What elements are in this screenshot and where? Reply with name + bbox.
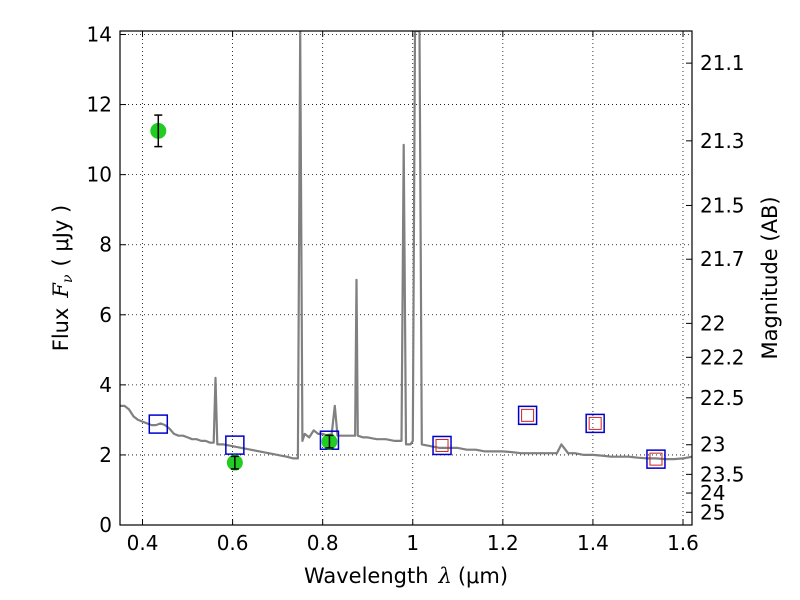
y2-axis-label: Magnitude (AB) bbox=[758, 196, 782, 359]
x-tick-label: 1.4 bbox=[577, 531, 609, 555]
spectrum-line bbox=[120, 31, 692, 461]
y-axis-label: FluxFν( μJy ) bbox=[49, 205, 76, 351]
model-box bbox=[646, 449, 666, 469]
x-tick-label: 1 bbox=[406, 531, 419, 555]
model-layer bbox=[148, 405, 666, 469]
y2-tick-label: 22.2 bbox=[700, 345, 745, 369]
model-box-inner bbox=[649, 452, 663, 466]
y-tick-label: 4 bbox=[99, 373, 112, 397]
x-tick-label: 1.6 bbox=[667, 531, 699, 555]
y2-tick-label: 22 bbox=[700, 311, 725, 335]
y-tick-label: 8 bbox=[99, 233, 112, 257]
y2-tick-label: 21.1 bbox=[700, 51, 745, 75]
y2-tick-label: 22.5 bbox=[700, 386, 745, 410]
model-box-inner bbox=[521, 408, 535, 422]
observed-layer bbox=[150, 114, 338, 471]
x-tick-label: 0.6 bbox=[217, 531, 249, 555]
y-tick-label: 14 bbox=[87, 23, 112, 47]
y2-tick-label: 21.3 bbox=[700, 129, 745, 153]
x-tick-label: 0.8 bbox=[307, 531, 339, 555]
y-tick-label: 10 bbox=[87, 163, 112, 187]
model-box bbox=[517, 405, 538, 426]
model-box bbox=[585, 413, 605, 434]
x-tick-label: 1.2 bbox=[487, 531, 519, 555]
x-tick-label: 0.4 bbox=[127, 531, 159, 555]
y-tick-label: 2 bbox=[99, 443, 112, 467]
y2-tick-label: 21.7 bbox=[700, 247, 745, 271]
y2-tick-label: 21.5 bbox=[700, 193, 745, 217]
x-axis-label: Wavelength λ (μm) bbox=[304, 564, 508, 588]
spectrum-layer bbox=[120, 31, 692, 461]
model-box bbox=[148, 414, 169, 434]
y-tick-label: 6 bbox=[99, 303, 112, 327]
model-box-inner bbox=[588, 416, 602, 430]
y-axis-ticks: 0 2 4 6 8 10 12 14 bbox=[87, 23, 126, 537]
y-tick-label: 12 bbox=[87, 93, 112, 117]
y2-tick-label: 23.5 bbox=[700, 462, 745, 486]
model-box bbox=[432, 435, 452, 456]
model-box bbox=[225, 435, 245, 455]
y2-tick-label: 25 bbox=[700, 500, 725, 524]
y-tick-label: 0 bbox=[99, 513, 112, 537]
plot-area bbox=[120, 31, 692, 525]
plot-frame bbox=[119, 30, 693, 526]
model-box-inner bbox=[435, 438, 449, 452]
y2-tick-label: 24 bbox=[700, 481, 725, 505]
y2-tick-label: 23 bbox=[700, 433, 725, 457]
x-axis-ticks: 0.4 0.6 0.8 1 1.2 1.4 1.6 bbox=[127, 31, 699, 555]
